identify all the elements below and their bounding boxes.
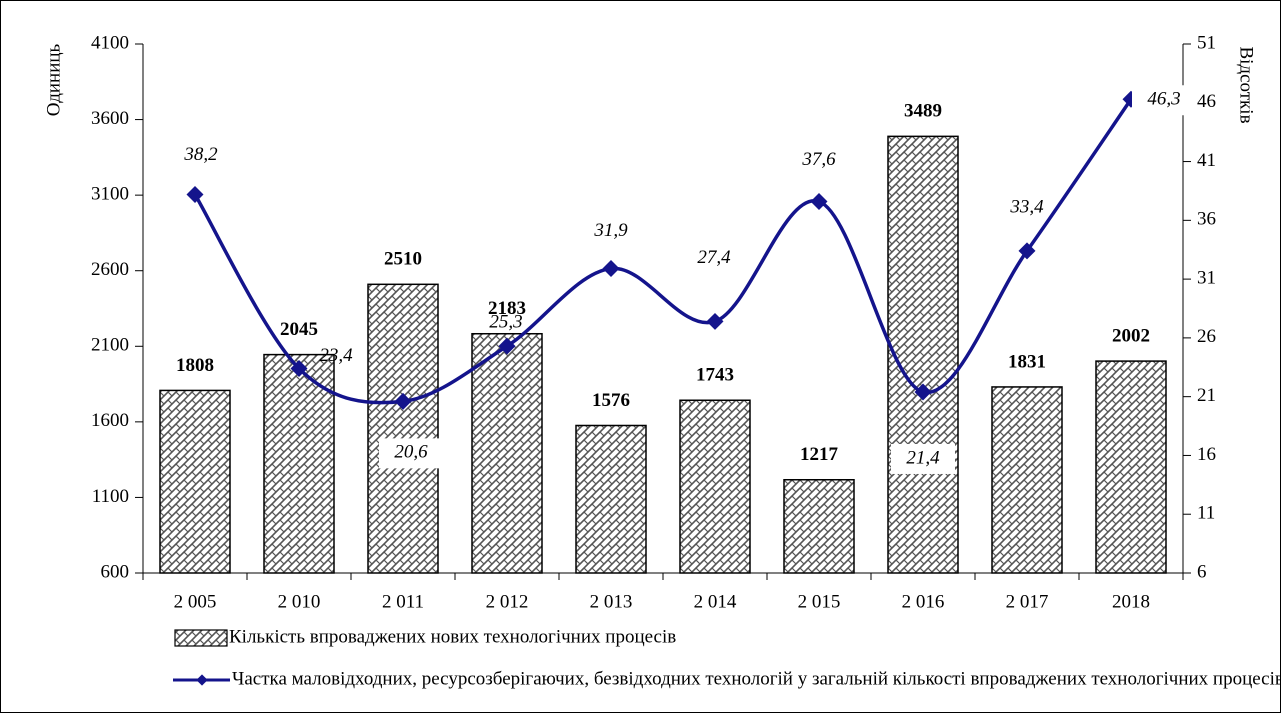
bar-value-label: 1576 [592,390,630,411]
label-box [379,438,443,469]
y2-tick-label: 41 [1197,150,1216,171]
bar [679,399,751,574]
y-tick-label: 1100 [92,486,129,507]
bar [575,424,647,574]
x-tick-label: 2 011 [382,591,424,612]
line-value-label: 27,4 [697,247,731,268]
y2-tick-label: 36 [1197,209,1216,230]
y-tick-label: 2100 [91,335,129,356]
x-tick-label: 2018 [1112,591,1150,612]
line-value-label: 37,6 [801,149,836,170]
line-marker [498,337,516,355]
bar [159,389,231,574]
bar-value-label: 1831 [1008,351,1046,372]
y-tick-label: 3100 [91,184,129,205]
bar-value-label: 2510 [384,249,422,270]
bar [263,353,335,574]
line-marker [810,193,828,211]
line-value-label: 20,6 [394,442,428,463]
x-tick-label: 2 017 [1006,591,1049,612]
bar [1095,360,1167,574]
line-marker [706,312,724,330]
y-tick-label: 3600 [91,108,129,129]
bar-value-label: 2002 [1112,325,1150,346]
bar-value-label: 3489 [904,101,942,122]
line-marker [290,359,308,377]
label-box [1132,85,1196,116]
x-tick-label: 2 005 [174,591,217,612]
bar-value-label: 1743 [696,365,734,386]
legend-label: Частка маловідходних, ресурсозберігаючих… [232,668,1281,689]
line-value-label: 23,4 [319,345,353,366]
y2-tick-label: 21 [1197,385,1216,406]
y2-tick-label: 51 [1197,32,1216,53]
bar [887,135,959,574]
y-tick-label: 600 [101,561,130,582]
y2-tick-label: 31 [1197,267,1216,288]
label-box [891,443,955,474]
line-marker [186,185,204,203]
y-tick-label: 4100 [91,32,129,53]
y2-tick-label: 11 [1197,503,1215,524]
x-tick-label: 2 013 [590,591,633,612]
x-tick-label: 2 010 [278,591,321,612]
x-tick-label: 2 012 [486,591,529,612]
y-tick-label: 2600 [91,259,129,280]
x-tick-label: 2 014 [694,591,737,612]
line-value-label: 31,9 [593,220,628,241]
y-axis-title: Одиниць [43,43,64,116]
y2-axis-title: Відсотків [1236,46,1257,123]
bar-value-label: 2045 [280,319,318,340]
y2-tick-label: 6 [1197,561,1207,582]
line-value-label: 46,3 [1147,89,1180,110]
line-value-label: 25,3 [489,311,522,332]
y2-tick-label: 26 [1197,326,1216,347]
bar-value-label: 1217 [800,444,839,465]
x-tick-label: 2 015 [798,591,841,612]
y2-tick-label: 46 [1197,91,1216,112]
legend-label: Кількість впроваджених нових технологічн… [229,626,676,647]
bar [471,332,543,574]
legend-swatch [174,629,228,647]
line-marker [914,383,932,401]
line [193,98,1133,405]
bar [783,478,855,574]
line-value-label: 38,2 [183,144,218,165]
bar [991,386,1063,574]
line-value-label: 33,4 [1009,196,1044,217]
line-marker [394,392,412,410]
legend-marker [196,674,208,686]
line-value-label: 21,4 [906,447,940,468]
line-marker [602,260,620,278]
y2-tick-label: 16 [1197,444,1216,465]
bar-value-label: 1808 [176,355,214,376]
bar [367,283,439,574]
y-tick-label: 1600 [91,410,129,431]
bar-value-label: 2183 [488,298,526,319]
x-tick-label: 2 016 [902,591,945,612]
